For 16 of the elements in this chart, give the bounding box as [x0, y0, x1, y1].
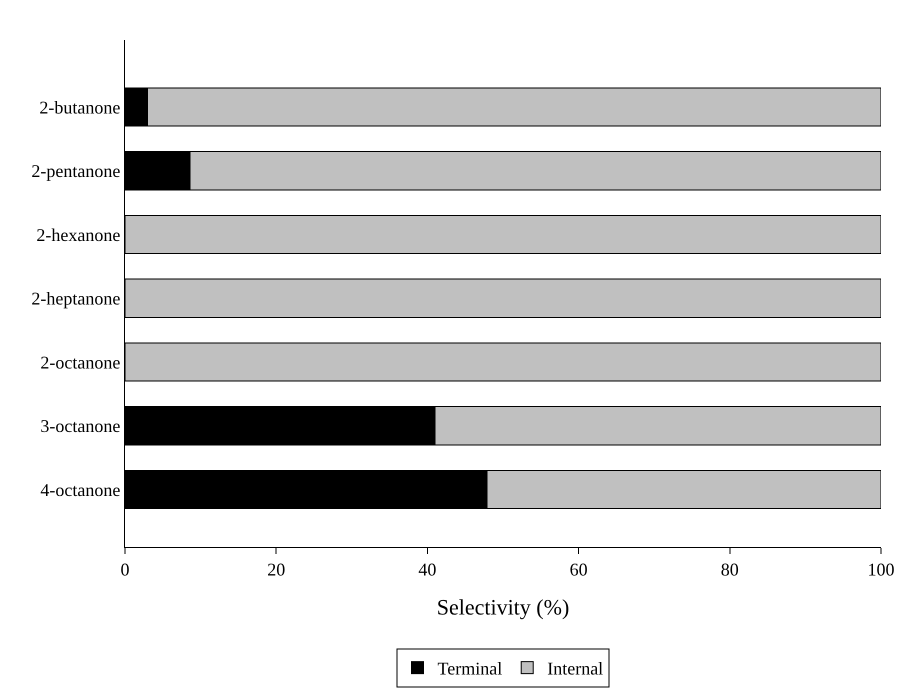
y-tick-label: 2-octanone: [40, 352, 120, 372]
x-tick-label: 80: [720, 560, 739, 580]
x-axis-title: Selectivity (%): [436, 594, 570, 620]
y-tick-label: 4-octanone: [40, 480, 120, 500]
x-tick-label: 40: [418, 560, 436, 580]
x-tick-label: 100: [868, 560, 894, 580]
y-tick-label: 2-hexanone: [36, 224, 120, 245]
y-tick-label: 2-butanone: [39, 97, 120, 118]
y-tick-label: 2-heptanone: [31, 288, 120, 309]
y-tick-label: 2-pentanone: [31, 161, 120, 182]
legend-label: Terminal: [438, 658, 502, 679]
x-tick-label: 20: [267, 560, 286, 580]
legend-label: Internal: [547, 658, 604, 679]
y-tick-label: 3-octanone: [40, 416, 120, 436]
x-tick-label: 0: [120, 560, 130, 580]
x-tick-label: 60: [570, 560, 588, 580]
